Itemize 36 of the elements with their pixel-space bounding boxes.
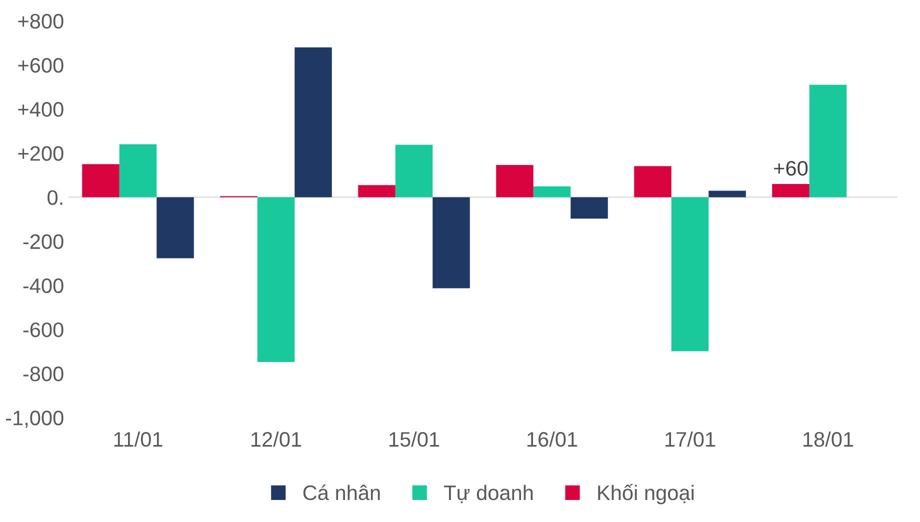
bar [119, 144, 157, 198]
legend-label: Khối ngoại [598, 484, 694, 504]
bar [82, 164, 120, 198]
y-tick-label: -800 [23, 366, 64, 382]
x-tick-label: 12/01 [252, 431, 302, 447]
bar [634, 166, 672, 198]
bar [772, 184, 810, 198]
y-tick-label: 0. [48, 190, 62, 205]
y-tick-label: -1,000 [6, 410, 64, 428]
bar [156, 197, 194, 258]
y-tick-label: -400 [23, 278, 64, 294]
x-tick-label: 18/01 [804, 431, 854, 447]
x-tick-label: 16/01 [528, 431, 578, 447]
bar [496, 165, 534, 198]
bar [358, 185, 396, 198]
legend-label: Cá nhân [303, 484, 380, 500]
y-tick-label: -200 [23, 234, 64, 250]
bar [257, 197, 295, 362]
bar [671, 197, 709, 352]
data-label: +60 [774, 160, 808, 176]
bar [395, 144, 433, 198]
bar [708, 190, 746, 198]
legend-label: Tự doanh [444, 484, 533, 504]
y-tick-label: +600 [18, 58, 64, 73]
y-tick-label: +400 [18, 102, 64, 117]
x-tick-label: 17/01 [666, 431, 716, 447]
x-tick-label: 15/01 [390, 431, 440, 447]
bar [570, 197, 608, 219]
y-tick-label: +800 [18, 14, 64, 29]
bar [533, 186, 571, 198]
bar [432, 197, 470, 288]
y-tick-label: -600 [23, 322, 64, 338]
bar [809, 84, 847, 198]
y-tick-label: +200 [18, 146, 64, 161]
bar [294, 47, 332, 198]
x-tick-label: 11/01 [114, 431, 162, 447]
